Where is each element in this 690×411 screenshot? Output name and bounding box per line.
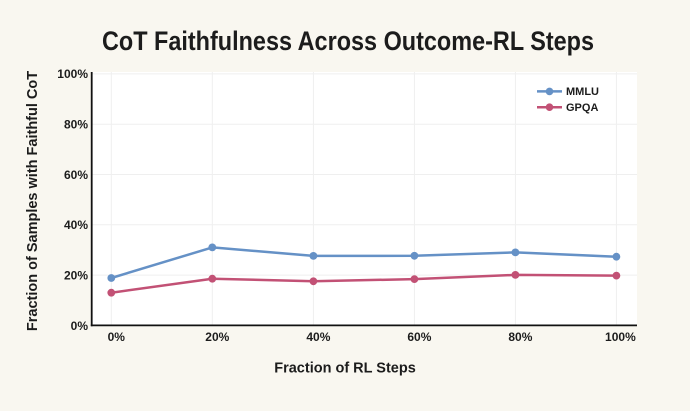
svg-text:Fraction of RL Steps: Fraction of RL Steps xyxy=(274,361,416,377)
svg-text:60%: 60% xyxy=(64,168,88,182)
svg-text:40%: 40% xyxy=(64,218,88,232)
svg-text:20%: 20% xyxy=(64,268,88,282)
svg-text:100%: 100% xyxy=(605,330,636,344)
svg-text:100%: 100% xyxy=(57,67,88,81)
svg-text:0%: 0% xyxy=(71,319,89,333)
svg-text:60%: 60% xyxy=(407,330,431,344)
svg-text:40%: 40% xyxy=(306,330,330,344)
svg-text:Fraction of Samples with Faith: Fraction of Samples with Faithful CoT xyxy=(25,71,41,331)
svg-text:80%: 80% xyxy=(508,330,532,344)
svg-text:20%: 20% xyxy=(205,330,229,344)
svg-text:GPQA: GPQA xyxy=(566,102,598,114)
svg-text:MMLU: MMLU xyxy=(566,86,599,98)
svg-text:CoT Faithfulness Across Outcom: CoT Faithfulness Across Outcome-RL Steps xyxy=(102,26,594,56)
svg-text:0%: 0% xyxy=(108,330,126,344)
svg-text:80%: 80% xyxy=(64,118,88,132)
